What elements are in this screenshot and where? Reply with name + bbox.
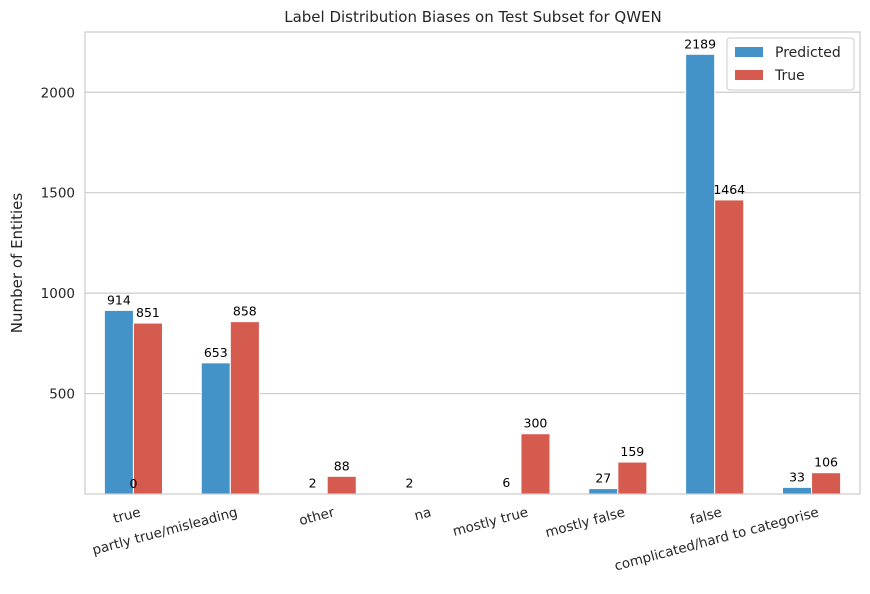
chart-title: Label Distribution Biases on Test Subset…: [284, 8, 662, 26]
data-label: 0: [129, 476, 137, 491]
data-label: 88: [334, 458, 350, 473]
data-label: 1464: [713, 182, 745, 197]
y-axis-label: Number of Entities: [8, 193, 26, 334]
x-tick-label: other: [297, 504, 336, 529]
y-tick-label: 1000: [41, 286, 75, 302]
data-label: 106: [814, 455, 838, 470]
bar-true-0: [132, 322, 163, 495]
data-label: 653: [204, 345, 228, 360]
bar-predicted-0: [103, 309, 134, 495]
bar-true-1: [229, 321, 260, 495]
data-label: 33: [789, 469, 805, 484]
legend: Predicted True: [726, 37, 855, 91]
y-tick-label: 500: [49, 387, 75, 403]
data-label: 858: [233, 304, 257, 319]
bars-group: [103, 53, 842, 495]
y-tick-label: 1500: [41, 186, 75, 202]
data-label: 2189: [684, 36, 716, 51]
bar-true-5: [617, 461, 648, 495]
y-tick-label: 2000: [41, 85, 75, 101]
data-label: 2: [406, 476, 414, 491]
bar-predicted-6: [685, 53, 716, 495]
bar-predicted-5: [588, 488, 619, 495]
legend-label-predicted: Predicted: [775, 45, 841, 61]
x-tick-label: false: [689, 504, 724, 528]
bar-true-2: [326, 475, 357, 495]
x-tick-label: true: [112, 504, 143, 527]
bar-true-4: [520, 433, 551, 495]
bar-predicted-7: [782, 486, 813, 495]
data-label: 6: [502, 475, 510, 490]
x-tick-label: mostly true: [451, 504, 530, 540]
data-label: 851: [136, 305, 160, 320]
data-label: 2: [309, 476, 317, 491]
bar-true-6: [714, 199, 745, 495]
data-label: 27: [595, 471, 611, 486]
plot-frame: [84, 31, 861, 495]
bar-true-7: [811, 472, 842, 495]
legend-swatch-true: [735, 70, 763, 80]
y-tick-labels: 500 1000 1500 2000: [41, 85, 75, 402]
data-labels: 914 851 653 858 0 2 88 2 6 300 27 159 2189 1464 33 106: [107, 36, 838, 491]
legend-swatch-predicted: [735, 47, 763, 57]
x-tick-label: na: [413, 504, 433, 524]
data-label: 914: [107, 292, 131, 307]
bar-predicted-1: [200, 362, 231, 495]
data-label: 159: [620, 444, 644, 459]
data-label: 300: [524, 416, 548, 431]
legend-label-true: True: [774, 68, 805, 84]
x-tick-label: mostly false: [544, 504, 627, 541]
